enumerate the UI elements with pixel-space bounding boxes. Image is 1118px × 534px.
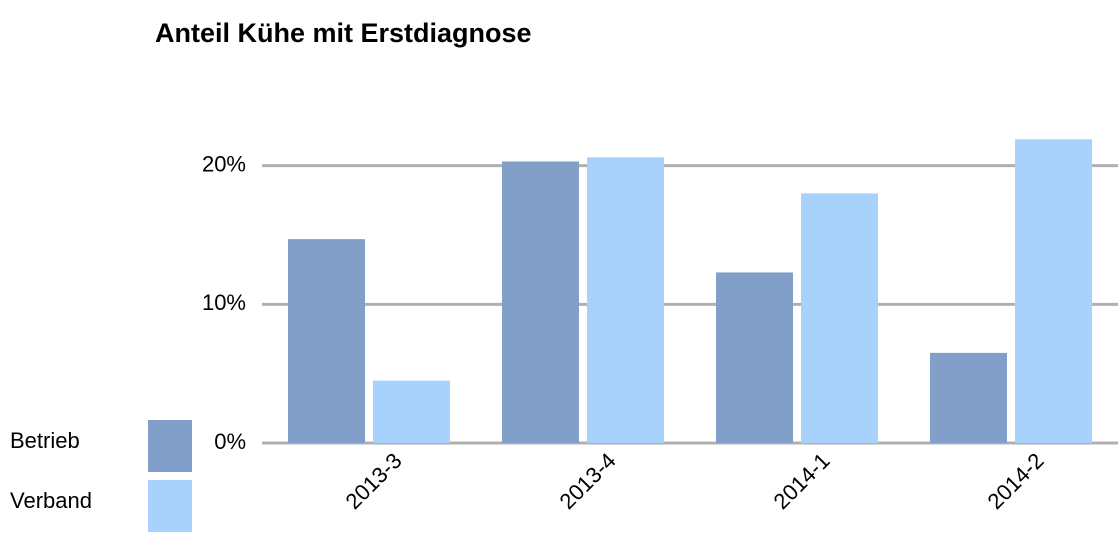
- bar: [587, 157, 664, 443]
- x-tick-label: 2014-1: [769, 448, 835, 514]
- y-tick-label: 20%: [202, 151, 246, 176]
- x-tick-label: 2013-3: [341, 448, 407, 514]
- legend-label: Verband: [10, 488, 92, 513]
- bar: [373, 380, 450, 443]
- y-tick-label: 0%: [214, 429, 246, 454]
- chart-title: Anteil Kühe mit Erstdiagnose: [155, 18, 532, 48]
- legend-label: Betrieb: [10, 428, 80, 453]
- x-tick-label: 2013-4: [555, 448, 621, 514]
- legend-swatch: [148, 420, 192, 472]
- bar: [716, 272, 793, 443]
- bar: [801, 193, 878, 443]
- bar: [930, 352, 1007, 443]
- bar: [1015, 139, 1092, 443]
- bar: [502, 161, 579, 444]
- y-tick-label: 10%: [202, 290, 246, 315]
- bar: [288, 239, 365, 443]
- x-tick-label: 2014-2: [983, 448, 1049, 514]
- legend-swatch: [148, 480, 192, 532]
